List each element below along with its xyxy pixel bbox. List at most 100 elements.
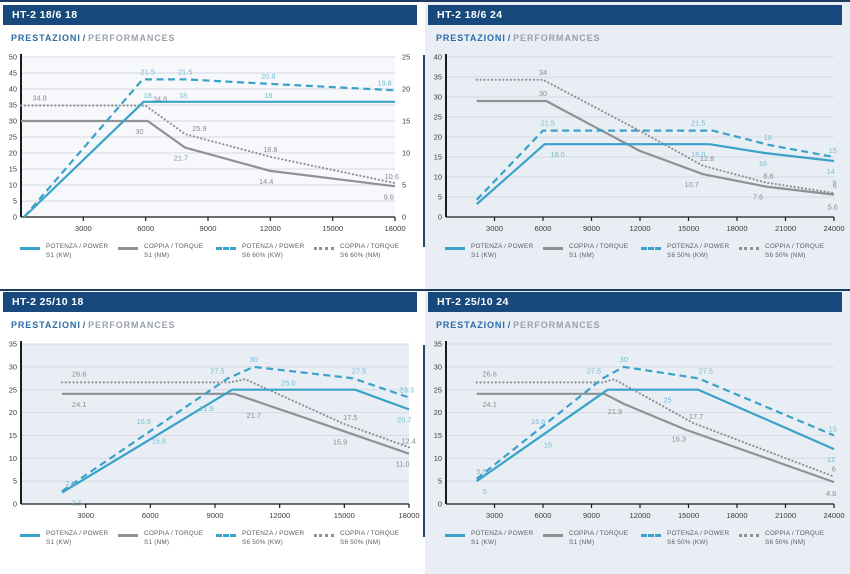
svg-text:20.7: 20.7: [397, 415, 411, 424]
legend-series-name: COPPIA / TORQUE: [144, 243, 204, 250]
svg-text:12.8: 12.8: [700, 154, 714, 163]
svg-text:34.8: 34.8: [33, 94, 47, 103]
svg-text:0: 0: [13, 500, 17, 509]
svg-text:10: 10: [9, 454, 17, 463]
svg-text:30: 30: [539, 89, 547, 98]
legend-series-name: COPPIA / TORQUE: [144, 530, 204, 537]
svg-text:12000: 12000: [269, 511, 290, 520]
subtitle-separator: /: [82, 33, 87, 43]
legend-item: POTENZA / POWER S6 50% (KW): [641, 243, 739, 260]
svg-text:6: 6: [833, 181, 837, 190]
svg-text:2.8: 2.8: [65, 479, 75, 488]
legend-line-swatch-icon: [543, 247, 563, 250]
legend-line-swatch-icon: [118, 534, 138, 537]
svg-text:14: 14: [827, 167, 835, 176]
legend-label: COPPIA / TORQUE S6 50% (NM): [340, 530, 399, 547]
svg-text:8.6: 8.6: [763, 172, 773, 181]
svg-text:21.5: 21.5: [541, 119, 555, 128]
svg-text:18: 18: [764, 133, 772, 142]
svg-text:4.8: 4.8: [826, 489, 836, 498]
svg-text:0: 0: [438, 213, 442, 222]
svg-text:21.7: 21.7: [247, 411, 261, 420]
svg-text:16.3: 16.3: [672, 434, 686, 443]
legend-label: COPPIA / TORQUE S6 50% (NM): [765, 530, 824, 547]
svg-text:35: 35: [9, 101, 17, 110]
svg-text:18: 18: [144, 91, 152, 100]
svg-text:25.0: 25.0: [281, 379, 295, 388]
chart-panel-ht2-18-6-18: HT-2 18/6 18 PRESTAZIONI / PERFORMANCES 0 5…: [0, 0, 425, 287]
legend-item: COPPIA / TORQUE S1 (NM): [543, 530, 641, 547]
legend-series-rating: S1 (NM): [569, 251, 595, 259]
performance-chart: 0 5 10 15 20 25 30 35 3000 6000 9000 12000 15000 1800…: [9, 340, 420, 520]
legend-series-name: POTENZA / POWER: [471, 243, 534, 250]
legend-series-rating: S1 (KW): [471, 538, 497, 546]
subtitle-separator: /: [507, 320, 512, 330]
svg-text:23.3: 23.3: [399, 385, 413, 394]
svg-text:18000: 18000: [726, 511, 747, 520]
legend-series-rating: S6 50% (KW): [667, 251, 708, 259]
legend-series-name: POTENZA / POWER: [242, 243, 305, 250]
svg-text:18000: 18000: [384, 224, 405, 233]
svg-text:15000: 15000: [322, 224, 343, 233]
svg-text:3000: 3000: [486, 224, 503, 233]
legend-label: COPPIA / TORQUE S6 60% (NM): [340, 243, 399, 260]
subtitle-secondary: PERFORMANCES: [513, 33, 601, 43]
panel-subtitle: PRESTAZIONI / PERFORMANCES: [11, 320, 425, 330]
svg-text:9: 9: [832, 178, 836, 187]
svg-text:17.7: 17.7: [689, 412, 703, 421]
legend-series-rating: S1 (NM): [144, 251, 170, 259]
svg-text:10: 10: [434, 454, 442, 463]
legend-series-name: POTENZA / POWER: [46, 243, 109, 250]
legend-item: POTENZA / POWER S1 (KW): [20, 243, 118, 260]
svg-text:16.6: 16.6: [137, 417, 151, 426]
svg-text:0: 0: [402, 213, 406, 222]
svg-text:30: 30: [434, 362, 442, 371]
svg-text:26.6: 26.6: [482, 369, 496, 378]
svg-text:15: 15: [9, 165, 17, 174]
legend-label: POTENZA / POWER S1 (KW): [471, 243, 533, 260]
svg-text:5.6: 5.6: [828, 203, 838, 212]
legend-series-name: POTENZA / POWER: [667, 243, 730, 250]
svg-text:15: 15: [434, 431, 442, 440]
svg-text:25: 25: [434, 113, 442, 122]
legend-series-rating: S6 60% (KW): [242, 251, 283, 259]
svg-text:27.5: 27.5: [352, 366, 366, 375]
legend-line-swatch-icon: [216, 534, 236, 537]
legend-label: COPPIA / TORQUE S6 50% (NM): [765, 243, 824, 260]
legend-line-swatch-icon: [445, 534, 465, 537]
svg-text:5: 5: [13, 477, 17, 486]
svg-text:3000: 3000: [77, 511, 94, 520]
panel-title: HT-2 18/6 18: [12, 9, 78, 21]
vertical-divider-top: [423, 55, 425, 247]
legend-item: POTENZA / POWER S6 50% (KW): [216, 530, 314, 547]
svg-text:3000: 3000: [75, 224, 92, 233]
panel-subtitle: PRESTAZIONI / PERFORMANCES: [436, 33, 850, 43]
svg-text:35: 35: [9, 340, 17, 349]
svg-text:34: 34: [539, 68, 547, 77]
svg-text:10: 10: [9, 181, 17, 190]
performance-chart: 0 5 10 15 20 25 30 35 40 3000 6000 9000 12000 15000 18…: [434, 53, 845, 233]
svg-text:20: 20: [434, 133, 442, 142]
legend-line-swatch-icon: [739, 247, 759, 250]
legend-label: COPPIA / TORQUE S1 (NM): [569, 530, 628, 547]
svg-text:6000: 6000: [535, 224, 552, 233]
panel-title: HT-2 18/6 24: [437, 9, 503, 21]
svg-text:5: 5: [483, 487, 487, 496]
legend-series-rating: S1 (KW): [46, 538, 72, 546]
legend-series-rating: S6 50% (NM): [765, 251, 806, 259]
svg-text:30: 30: [9, 362, 17, 371]
chart-panel-ht2-25-10-18: HT-2 25/10 18 PRESTAZIONI / PERFORMANCES 0…: [0, 287, 425, 574]
legend-line-swatch-icon: [216, 247, 236, 250]
legend-series-rating: S6 50% (KW): [242, 538, 283, 546]
legend-series-rating: S1 (KW): [471, 251, 497, 259]
svg-text:27.5: 27.5: [210, 366, 224, 375]
svg-text:17.5: 17.5: [343, 413, 357, 422]
svg-text:9000: 9000: [207, 511, 224, 520]
vertical-divider-bottom: [423, 345, 425, 537]
svg-text:40: 40: [434, 53, 442, 62]
svg-text:25: 25: [9, 385, 17, 394]
legend-series-rating: S1 (NM): [569, 538, 595, 546]
svg-text:18.8: 18.8: [263, 145, 277, 154]
svg-text:27.5: 27.5: [699, 366, 713, 375]
legend-line-swatch-icon: [641, 534, 661, 537]
